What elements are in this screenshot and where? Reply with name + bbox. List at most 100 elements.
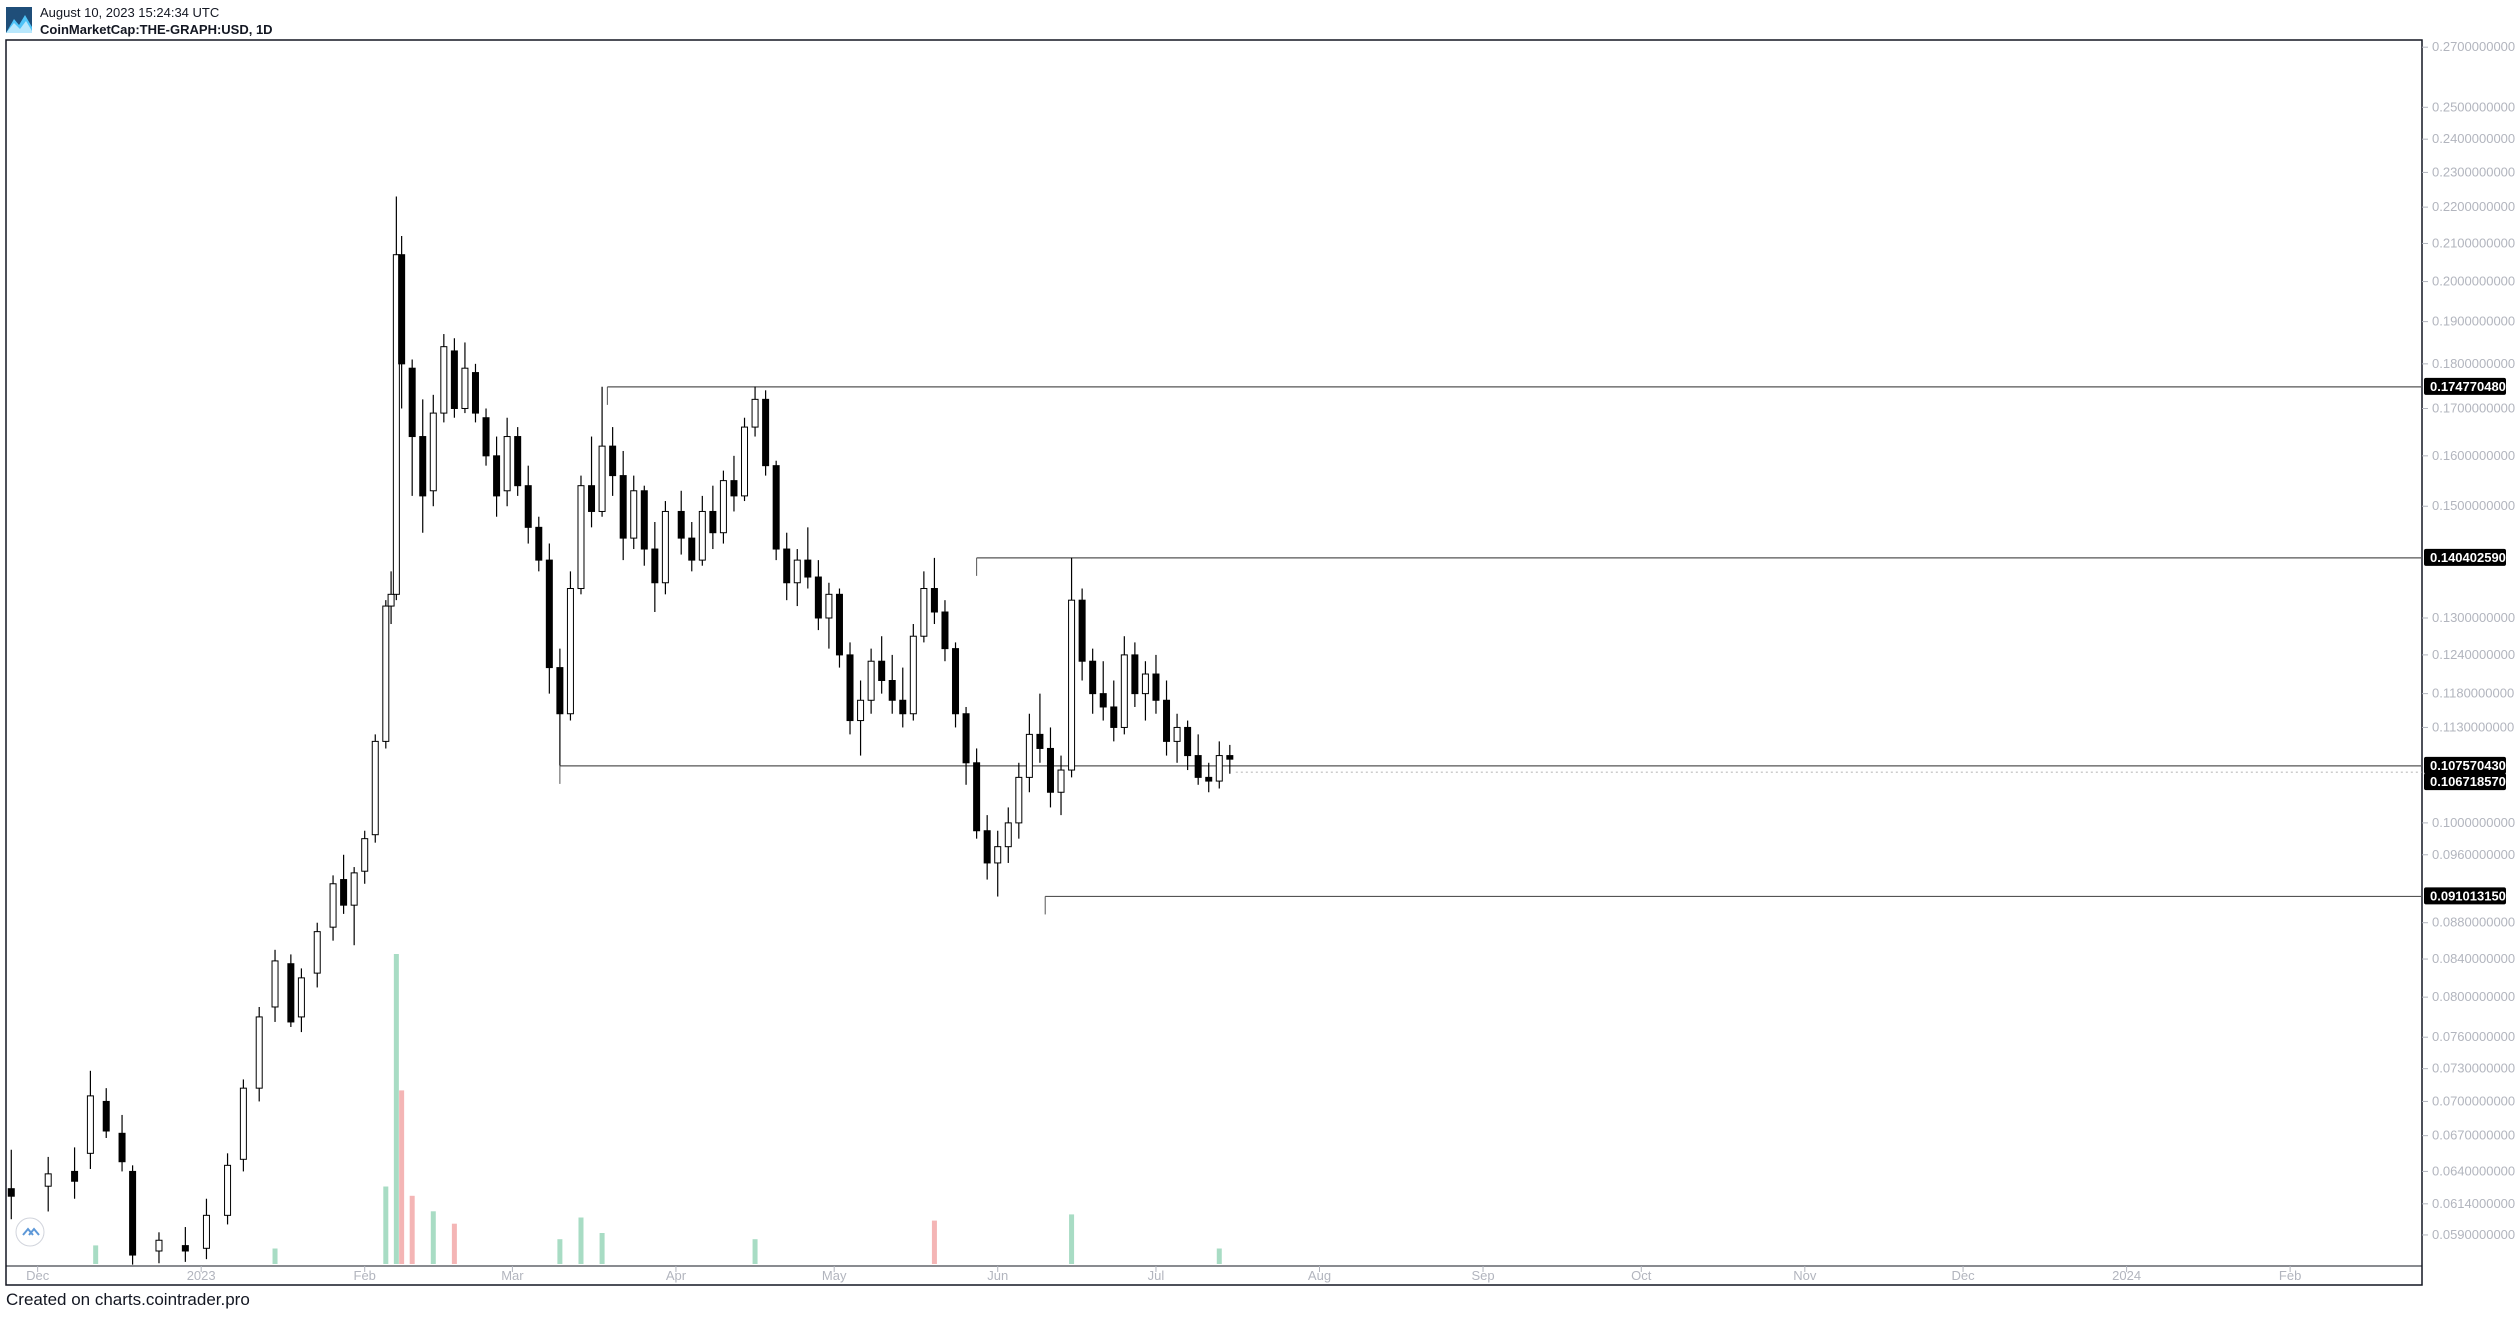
candlestick-series — [7, 196, 1234, 1265]
volume-bar — [383, 1186, 389, 1264]
y-tick-label: 0.1180000000 — [2432, 686, 2514, 701]
y-tick-label: 0.1700000000 — [2432, 400, 2515, 415]
level-price-tag: 0.1747704800 — [2430, 379, 2513, 394]
candle-body — [899, 699, 907, 715]
scroll-to-latest-button[interactable] — [15, 1217, 45, 1247]
candle-body — [1184, 726, 1192, 757]
y-tick-label: 0.1240000000 — [2432, 647, 2515, 662]
candle-body — [471, 372, 479, 414]
candle-body — [118, 1132, 126, 1163]
y-tick-label: 0.1300000000 — [2432, 610, 2515, 625]
volume-bar — [409, 1195, 415, 1264]
candle-body — [983, 830, 991, 864]
candle-body — [1025, 733, 1033, 778]
y-tick-label: 0.0840000000 — [2432, 951, 2515, 966]
volume-bar — [272, 1248, 278, 1264]
candle-body — [556, 667, 564, 715]
y-tick-label: 0.0760000000 — [2432, 1029, 2515, 1044]
candle-body — [524, 485, 532, 528]
horizontal-levels — [559, 386, 2422, 915]
candle-body — [429, 412, 437, 492]
candle-body — [181, 1245, 189, 1252]
candle-body — [503, 436, 511, 492]
candle-body — [371, 740, 379, 836]
candle-body — [1173, 726, 1181, 742]
candle-body — [1141, 673, 1149, 695]
footer-credit: Created on charts.cointrader.pro — [6, 1290, 250, 1309]
candle-body — [1068, 599, 1076, 771]
candle-body — [630, 490, 638, 539]
y-tick-label: 0.0800000000 — [2432, 989, 2515, 1004]
y-tick-label: 0.0614000000 — [2432, 1196, 2515, 1211]
candle-body — [1215, 755, 1223, 782]
y-tick-label: 0.1800000000 — [2432, 356, 2515, 371]
y-tick-label: 0.0640000000 — [2432, 1163, 2515, 1178]
volume-bar — [1216, 1248, 1222, 1264]
candle-body — [888, 680, 896, 701]
candle-body — [155, 1239, 163, 1252]
volume-bar — [1069, 1214, 1075, 1264]
candle-body — [941, 611, 949, 650]
candle-body — [392, 254, 400, 595]
candle-body — [1131, 654, 1139, 695]
candle-body — [661, 510, 669, 584]
price-chart[interactable]: 0.2700000000 0.2500000000 0.2400000000 0.23… — [0, 0, 2518, 1290]
candle-body — [1046, 747, 1054, 793]
x-axis: Dec 2023 Feb Mar Apr May Jun Jul Aug Sep Oct Nov Dec… — [26, 1266, 2301, 1283]
candle-body — [202, 1214, 210, 1249]
candle-body — [857, 699, 865, 722]
candle-body — [719, 480, 727, 534]
y-tick-label: 0.2200000000 — [2432, 199, 2515, 214]
volume-bar — [599, 1233, 605, 1264]
price-tags: 0.1747704800 0.1404025900 0.1075704300 0.09… — [1235, 377, 2513, 905]
candle-body — [461, 367, 469, 409]
volume-bar — [451, 1223, 457, 1264]
plot-frame — [5, 39, 2423, 1286]
candle-body — [1089, 660, 1097, 695]
candle-body — [619, 475, 627, 539]
volume-bar — [393, 954, 399, 1264]
candle-body — [698, 510, 706, 561]
candle-body — [1036, 733, 1044, 749]
candle-body — [514, 436, 522, 487]
candle-body — [340, 879, 348, 906]
candle-body — [772, 465, 780, 550]
candle-body — [920, 588, 928, 637]
candle-body — [1163, 699, 1171, 742]
candle-body — [255, 1016, 263, 1089]
candle-body — [973, 762, 981, 832]
candle-body — [493, 455, 501, 497]
candle-body — [1099, 693, 1107, 708]
candle-body — [1110, 706, 1118, 728]
candle-body — [952, 648, 960, 715]
candle-body — [1015, 776, 1023, 824]
y-tick-label: 0.1130000000 — [2432, 719, 2514, 734]
candle-body — [361, 838, 369, 872]
x-tick-label: Dec — [1952, 1268, 1976, 1283]
candle-body — [398, 254, 406, 365]
candle-body — [651, 548, 659, 584]
candle-body — [1120, 654, 1128, 728]
x-tick-label: Oct — [1631, 1268, 1652, 1283]
level-price-tag-bg — [2424, 887, 2506, 905]
x-tick-label: Feb — [354, 1268, 376, 1283]
candle-body — [930, 588, 938, 613]
candle-body — [545, 559, 553, 669]
volume-bars — [93, 954, 1222, 1264]
candle-body — [909, 635, 917, 715]
candle-body — [86, 1095, 94, 1154]
y-tick-label: 0.0590000000 — [2432, 1227, 2515, 1242]
y-tick-label: 0.1500000000 — [2432, 498, 2515, 513]
x-tick-label: Apr — [666, 1268, 687, 1283]
candle-body — [577, 485, 585, 590]
candle-body — [224, 1164, 232, 1216]
cointrader-logo-icon — [6, 7, 32, 33]
candle-body — [867, 660, 875, 701]
candle-body — [688, 537, 696, 561]
x-tick-label: Nov — [1793, 1268, 1817, 1283]
candle-body — [239, 1087, 247, 1160]
candle-body — [102, 1100, 110, 1132]
x-tick-label: May — [822, 1268, 847, 1283]
candle-body — [297, 977, 305, 1018]
x-tick-label: Dec — [26, 1268, 50, 1283]
